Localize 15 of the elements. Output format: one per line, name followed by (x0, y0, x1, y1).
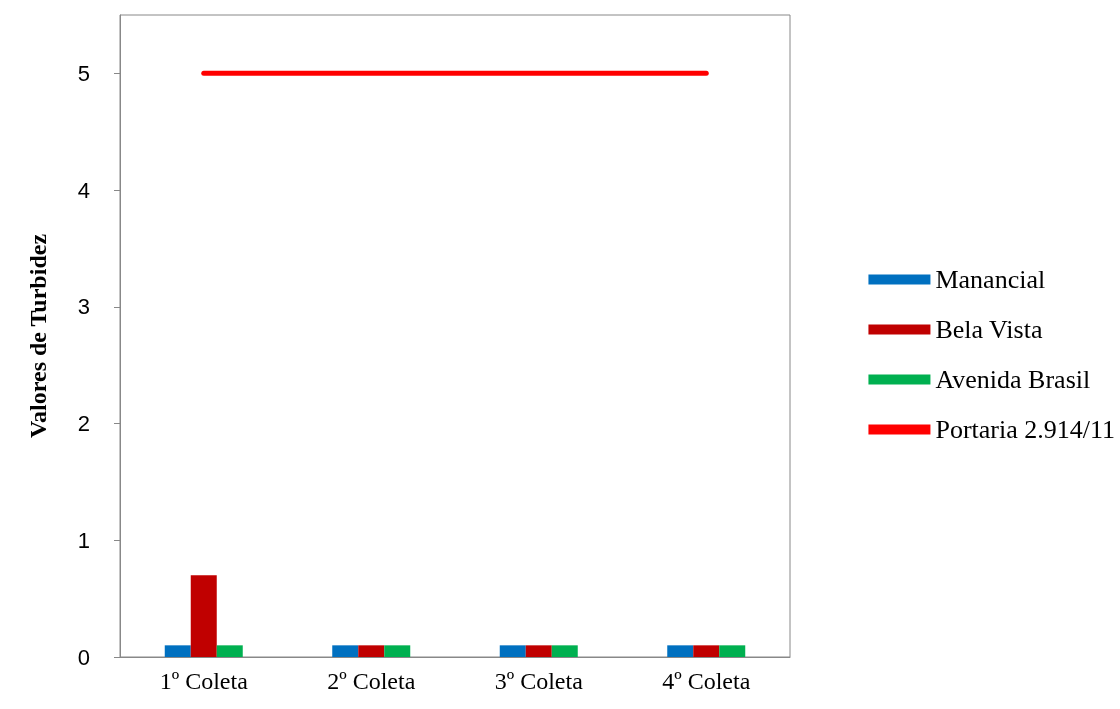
y-axis-title: Valores de Turbidez (25, 233, 51, 439)
x-tick-label: 1º Coleta (159, 668, 249, 694)
x-tick-label: 3º Coleta (494, 668, 584, 694)
y-tick-label: 0 (77, 644, 90, 670)
legend-label: Manancial (935, 265, 1046, 294)
y-tick-label: 5 (77, 60, 90, 86)
x-tick-label: 2º Coleta (327, 668, 416, 694)
y-tick-label: 3 (77, 294, 90, 320)
legend-label: Bela Vista (935, 315, 1043, 344)
legend-label: Avenida Brasil (935, 365, 1091, 394)
y-tick-label: 4 (77, 177, 90, 203)
legend-label: Portaria 2.914/11 (935, 415, 1115, 444)
y-tick-label: 2 (77, 411, 90, 437)
y-tick-label: 1 (77, 527, 90, 553)
x-tick-label: 4º Coleta (662, 668, 751, 694)
